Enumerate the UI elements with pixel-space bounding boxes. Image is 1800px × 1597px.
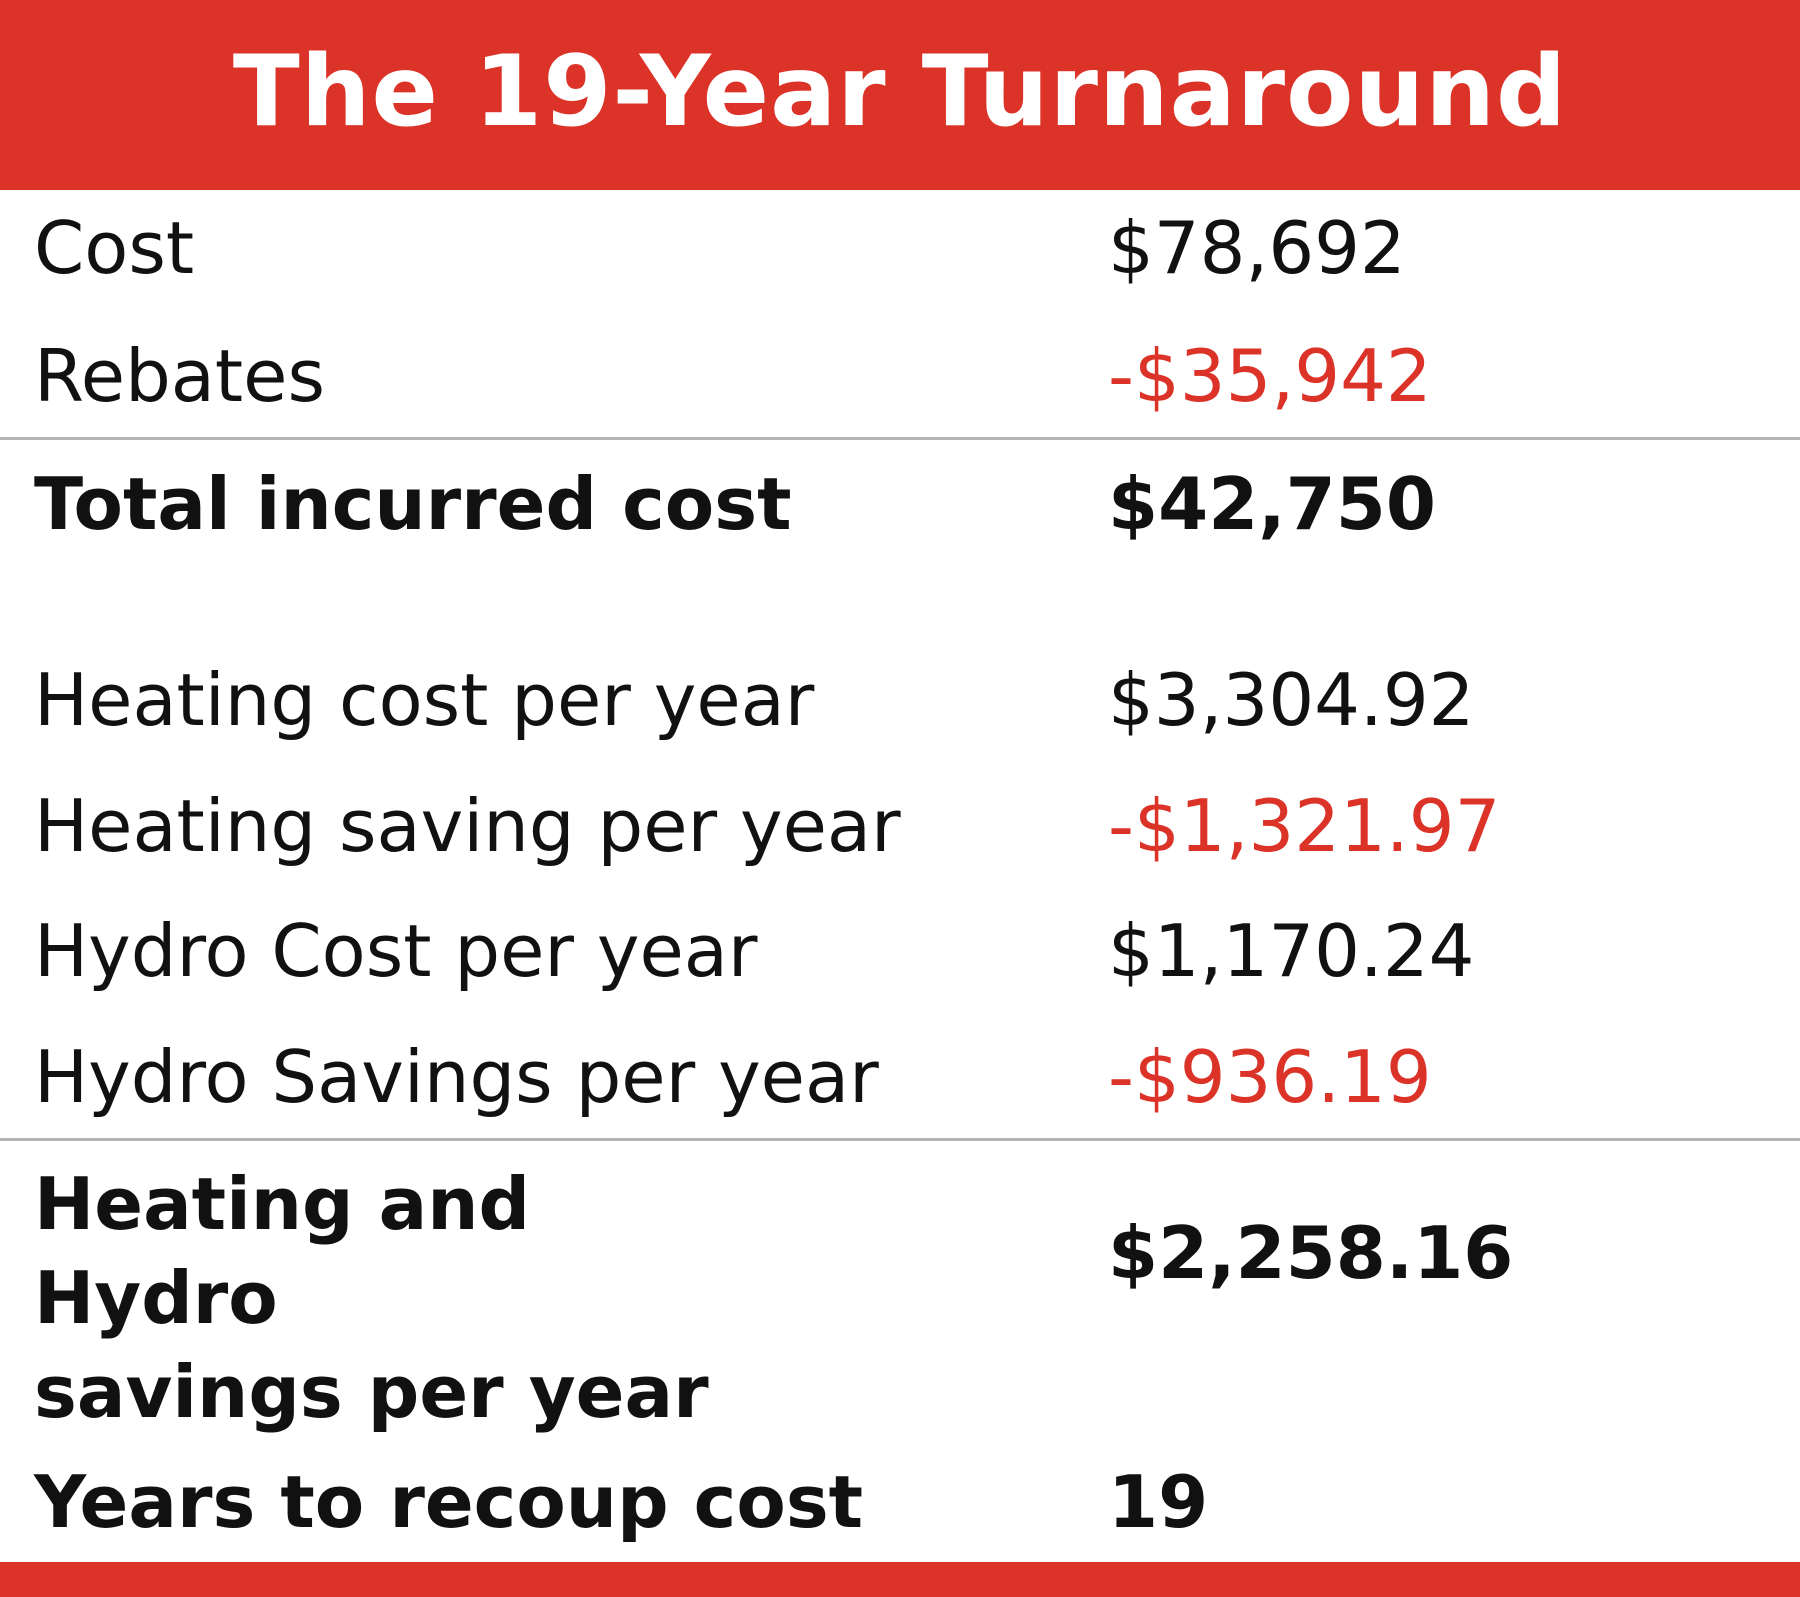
divider-1 [0, 437, 1800, 440]
title-banner: The 19-Year Turnaround [0, 0, 1800, 190]
page-title: The 19-Year Turnaround [232, 35, 1568, 149]
total-incurred-label: Total incurred cost [34, 462, 792, 546]
heating-cost-label: Heating cost per year [34, 658, 815, 742]
combined-savings-label-line1: Heating and Hydro [34, 1162, 531, 1340]
years-to-recoup-label: Years to recoup cost [34, 1460, 864, 1544]
combined-savings-value: $2,258.16 [1108, 1211, 1514, 1295]
heating-saving-value: -$1,321.97 [1108, 784, 1501, 868]
years-to-recoup-value: 19 [1108, 1460, 1209, 1544]
heating-cost-value: $3,304.92 [1108, 658, 1475, 742]
rebates-value: -$35,942 [1108, 334, 1432, 418]
combined-savings-label: Heating and Hydro savings per year [34, 1157, 794, 1439]
total-incurred-value: $42,750 [1108, 462, 1436, 546]
heating-saving-label: Heating saving per year [34, 784, 901, 868]
combined-savings-label-line2: savings per year [34, 1350, 709, 1434]
hydro-savings-value: -$936.19 [1108, 1035, 1432, 1119]
rebates-label: Rebates [34, 334, 325, 418]
cost-value: $78,692 [1108, 206, 1406, 290]
hydro-cost-label: Hydro Cost per year [34, 909, 758, 993]
divider-2 [0, 1138, 1800, 1141]
cost-label: Cost [34, 206, 195, 290]
hydro-savings-label: Hydro Savings per year [34, 1035, 879, 1119]
hydro-cost-value: $1,170.24 [1108, 909, 1475, 993]
footer-accent-bar [0, 1562, 1800, 1597]
